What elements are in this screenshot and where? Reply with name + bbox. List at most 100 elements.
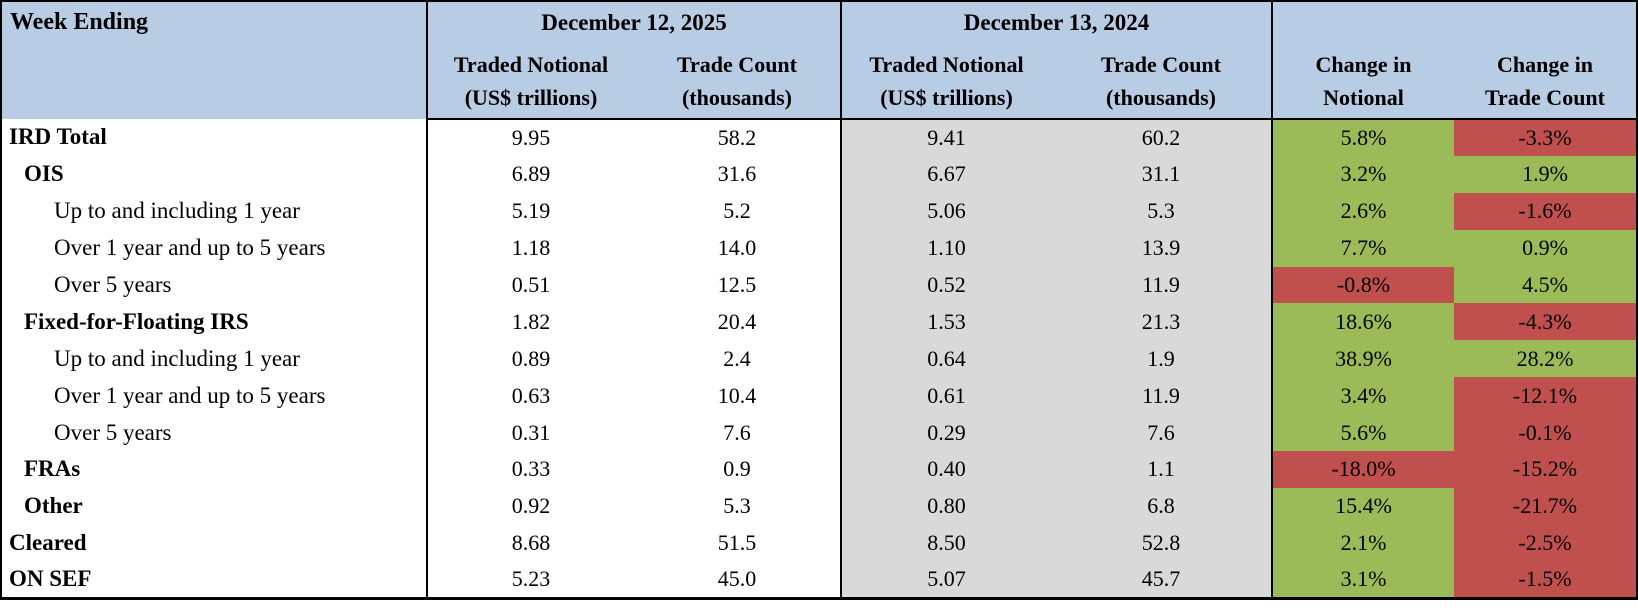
cell-notional-2024: 0.61 (841, 377, 1051, 415)
table-row: Fixed-for-Floating IRS 1.82 20.4 1.53 21… (1, 303, 1637, 341)
cell-change-count: 28.2% (1454, 340, 1637, 378)
cell-count-2025: 51.5 (634, 524, 842, 562)
cell-change-notional: 3.4% (1272, 377, 1454, 415)
row-label: Up to and including 1 year (1, 192, 428, 230)
col-header-change-notional: Change in Notional (1272, 43, 1454, 120)
cell-count-2024: 5.3 (1051, 192, 1273, 230)
table-row: IRD Total 9.95 58.2 9.41 60.2 5.8% -3.3% (1, 119, 1637, 156)
cell-notional-2025: 5.19 (511, 198, 551, 224)
cell-count-2025: 12.5 (634, 266, 842, 304)
col-header-line: Traded Notional (453, 51, 609, 77)
cell-change-count: -12.1% (1454, 377, 1637, 415)
cell-notional-2025: 0.89 (511, 345, 551, 371)
cell-notional-2025: 0.33 (511, 456, 551, 482)
cell-count-2024: 7.6 (1051, 414, 1273, 452)
row-label: Up to and including 1 year (1, 340, 428, 378)
cell-count-2024: 21.3 (1051, 303, 1273, 341)
col-header-line: Change in (1497, 51, 1593, 77)
cell-change-notional: 3.2% (1272, 155, 1454, 193)
cell-change-notional: 15.4% (1272, 487, 1454, 525)
col-header-line: Trade Count (1485, 84, 1605, 110)
period-2024-header: December 13, 2024 (841, 1, 1273, 43)
row-label: Over 5 years (1, 414, 428, 452)
col-header-count-2024: Trade Count (thousands) (1051, 43, 1273, 120)
table-row: Over 5 years 0.51 12.5 0.52 11.9 -0.8% 4… (1, 266, 1637, 304)
cell-notional-2024: 0.80 (841, 487, 1051, 525)
col-header-line: (thousands) (1105, 84, 1217, 110)
col-header-line: (US$ trillions) (464, 84, 598, 110)
cell-notional-2024: 1.10 (841, 229, 1051, 267)
cell-change-notional: 7.7% (1272, 229, 1454, 267)
cell-notional-2025: 6.89 (511, 161, 551, 187)
cell-notional-2024: 0.40 (841, 451, 1051, 488)
table-row: FRAs 0.33 0.9 0.40 1.1 -18.0% -15.2% (1, 451, 1637, 488)
cell-change-count: 0.9% (1454, 229, 1637, 267)
cell-count-2025: 10.4 (634, 377, 842, 415)
table-body: IRD Total 9.95 58.2 9.41 60.2 5.8% -3.3%… (1, 119, 1637, 599)
cell-count-2025: 20.4 (634, 303, 842, 341)
cell-count-2024: 45.7 (1051, 561, 1273, 599)
row-label: OIS (1, 155, 428, 193)
cell-change-count: 1.9% (1454, 155, 1637, 193)
col-header-line: Traded Notional (869, 51, 1024, 77)
cell-count-2025: 45.0 (634, 561, 842, 599)
cell-change-count: -2.5% (1454, 524, 1637, 562)
row-label: Other (1, 487, 428, 525)
cell-notional-2025: 1.18 (511, 235, 551, 261)
cell-notional-2024: 6.67 (841, 155, 1051, 193)
cell-count-2025: 0.9 (634, 451, 842, 488)
cell-notional-2024: 9.41 (841, 119, 1051, 156)
cell-notional-2024: 0.29 (841, 414, 1051, 452)
cell-change-notional: 18.6% (1272, 303, 1454, 341)
col-header-notional-2024: Traded Notional (US$ trillions) (841, 43, 1051, 120)
row-label: Cleared (1, 524, 428, 562)
cell-count-2024: 1.1 (1051, 451, 1273, 488)
cell-change-notional: 2.1% (1272, 524, 1454, 562)
cell-notional-2025: 8.68 (511, 530, 551, 556)
row-label: ON SEF (1, 561, 428, 599)
cell-notional-2024: 0.52 (841, 266, 1051, 304)
cell-change-notional: -0.8% (1272, 266, 1454, 304)
cell-count-2024: 60.2 (1051, 119, 1273, 156)
cell-notional-2025: 0.63 (511, 382, 551, 408)
col-header-line: (US$ trillions) (880, 84, 1013, 110)
cell-notional-2025: 5.23 (511, 566, 551, 592)
cell-count-2025: 7.6 (634, 414, 842, 452)
row-label: Over 1 year and up to 5 years (1, 377, 428, 415)
cell-count-2025: 58.2 (634, 119, 842, 156)
cell-change-count: -3.3% (1454, 119, 1637, 156)
cell-change-count: -1.6% (1454, 192, 1637, 230)
table-row: Other 0.92 5.3 0.80 6.8 15.4% -21.7% (1, 487, 1637, 525)
cell-count-2025: 5.3 (634, 487, 842, 525)
cell-count-2025: 31.6 (634, 155, 842, 193)
col-header-line: (thousands) (681, 84, 793, 110)
table-row: ON SEF 5.23 45.0 5.07 45.7 3.1% -1.5% (1, 561, 1637, 599)
cell-count-2024: 52.8 (1051, 524, 1273, 562)
cell-change-notional: 5.6% (1272, 414, 1454, 452)
table-row: OIS 6.89 31.6 6.67 31.1 3.2% 1.9% (1, 155, 1637, 193)
col-header-notional-2025: Traded Notional (US$ trillions) (427, 43, 634, 120)
cell-count-2024: 1.9 (1051, 340, 1273, 378)
cell-notional-2024: 1.53 (841, 303, 1051, 341)
cell-change-count: -15.2% (1454, 451, 1637, 488)
table-row: Up to and including 1 year 5.19 5.2 5.06… (1, 192, 1637, 230)
cell-count-2025: 14.0 (634, 229, 842, 267)
cell-notional-2025: 0.31 (511, 419, 551, 445)
row-label: Over 5 years (1, 266, 428, 304)
col-header-line: Change in (1315, 51, 1412, 77)
cell-notional-2025: 1.82 (511, 308, 551, 334)
col-header-line: Notional (1323, 84, 1404, 110)
cell-change-notional: 2.6% (1272, 192, 1454, 230)
table-row: Cleared 8.68 51.5 8.50 52.8 2.1% -2.5% (1, 524, 1637, 562)
cell-count-2024: 11.9 (1051, 266, 1273, 304)
cell-change-count: 4.5% (1454, 266, 1637, 304)
cell-notional-2025: 0.92 (511, 493, 551, 519)
table-header: Week Ending December 12, 2025 December 1… (1, 1, 1637, 120)
col-header-change-count: Change in Trade Count (1454, 43, 1637, 120)
cell-change-count: -4.3% (1454, 303, 1637, 341)
cell-notional-2024: 5.06 (841, 192, 1051, 230)
cell-change-notional: -18.0% (1272, 451, 1454, 488)
table-row: Up to and including 1 year 0.89 2.4 0.64… (1, 340, 1637, 378)
